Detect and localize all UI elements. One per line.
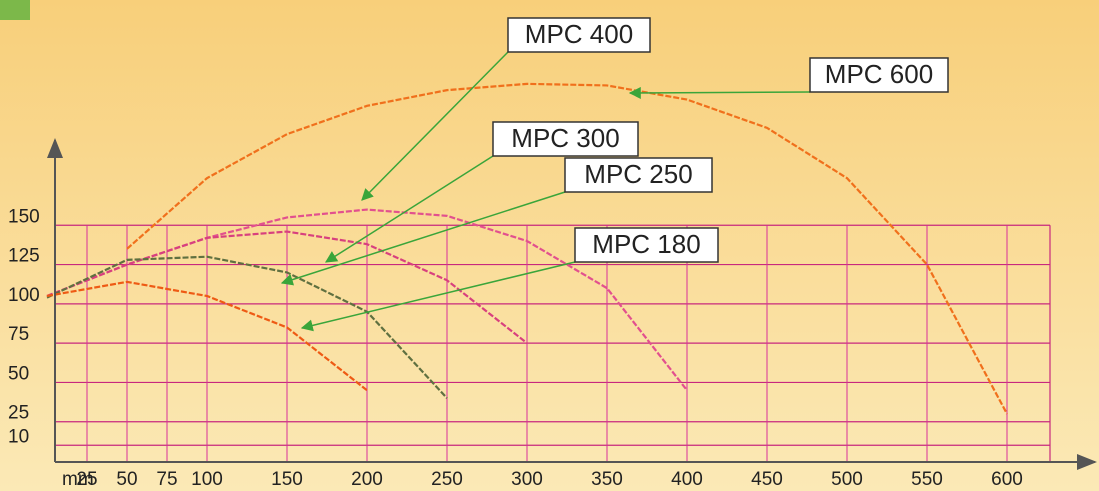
callout-arrow <box>300 261 576 332</box>
x-axis-label: mm <box>62 469 94 490</box>
x-tick-label: 25 <box>76 469 97 490</box>
x-tick-label: 75 <box>156 469 177 490</box>
y-tick-label: 125 <box>8 246 40 267</box>
x-tick-label: 550 <box>911 469 943 490</box>
lines <box>46 82 1008 415</box>
legend-label: MPC 250 <box>584 159 692 189</box>
callout-arrow <box>628 86 811 99</box>
x-tick-label: 450 <box>751 469 783 490</box>
callout-arrow <box>280 191 566 286</box>
x-tick-label: 200 <box>351 469 383 490</box>
x-tick-label: 150 <box>271 469 303 490</box>
callout-arrow <box>324 155 494 263</box>
x-tick-label: 500 <box>831 469 863 490</box>
y-tick-label: 50 <box>8 363 29 384</box>
legend-label: MPC 300 <box>511 123 619 153</box>
series-line <box>46 255 448 399</box>
legend-box <box>809 57 949 93</box>
legend-label: MPC 600 <box>825 59 933 89</box>
y-tick-label: 10 <box>8 426 29 447</box>
legend-box <box>492 121 639 157</box>
x-tick-label: 300 <box>511 469 543 490</box>
series-line <box>46 230 528 345</box>
x-tick-label: 50 <box>116 469 137 490</box>
x-tick-label: 250 <box>431 469 463 490</box>
legend-box <box>574 227 719 263</box>
x-tick-label: 600 <box>991 469 1023 490</box>
series-line <box>126 82 1008 415</box>
y-tick-label: 25 <box>8 403 29 424</box>
x-tick-label: 400 <box>671 469 703 490</box>
x-tick-label: 350 <box>591 469 623 490</box>
legend-label: MPC 400 <box>525 19 633 49</box>
series-line <box>46 280 368 392</box>
callout-arrow <box>361 51 509 201</box>
legend-box <box>564 157 713 193</box>
y-tick-label: 75 <box>8 324 29 345</box>
x-tick-label: 100 <box>191 469 223 490</box>
y-tick-label: 150 <box>8 206 40 227</box>
legend-label: MPC 180 <box>592 229 700 259</box>
y-tick-label: 100 <box>8 285 40 306</box>
corner-graphic <box>0 0 30 20</box>
legend-box <box>507 17 651 53</box>
